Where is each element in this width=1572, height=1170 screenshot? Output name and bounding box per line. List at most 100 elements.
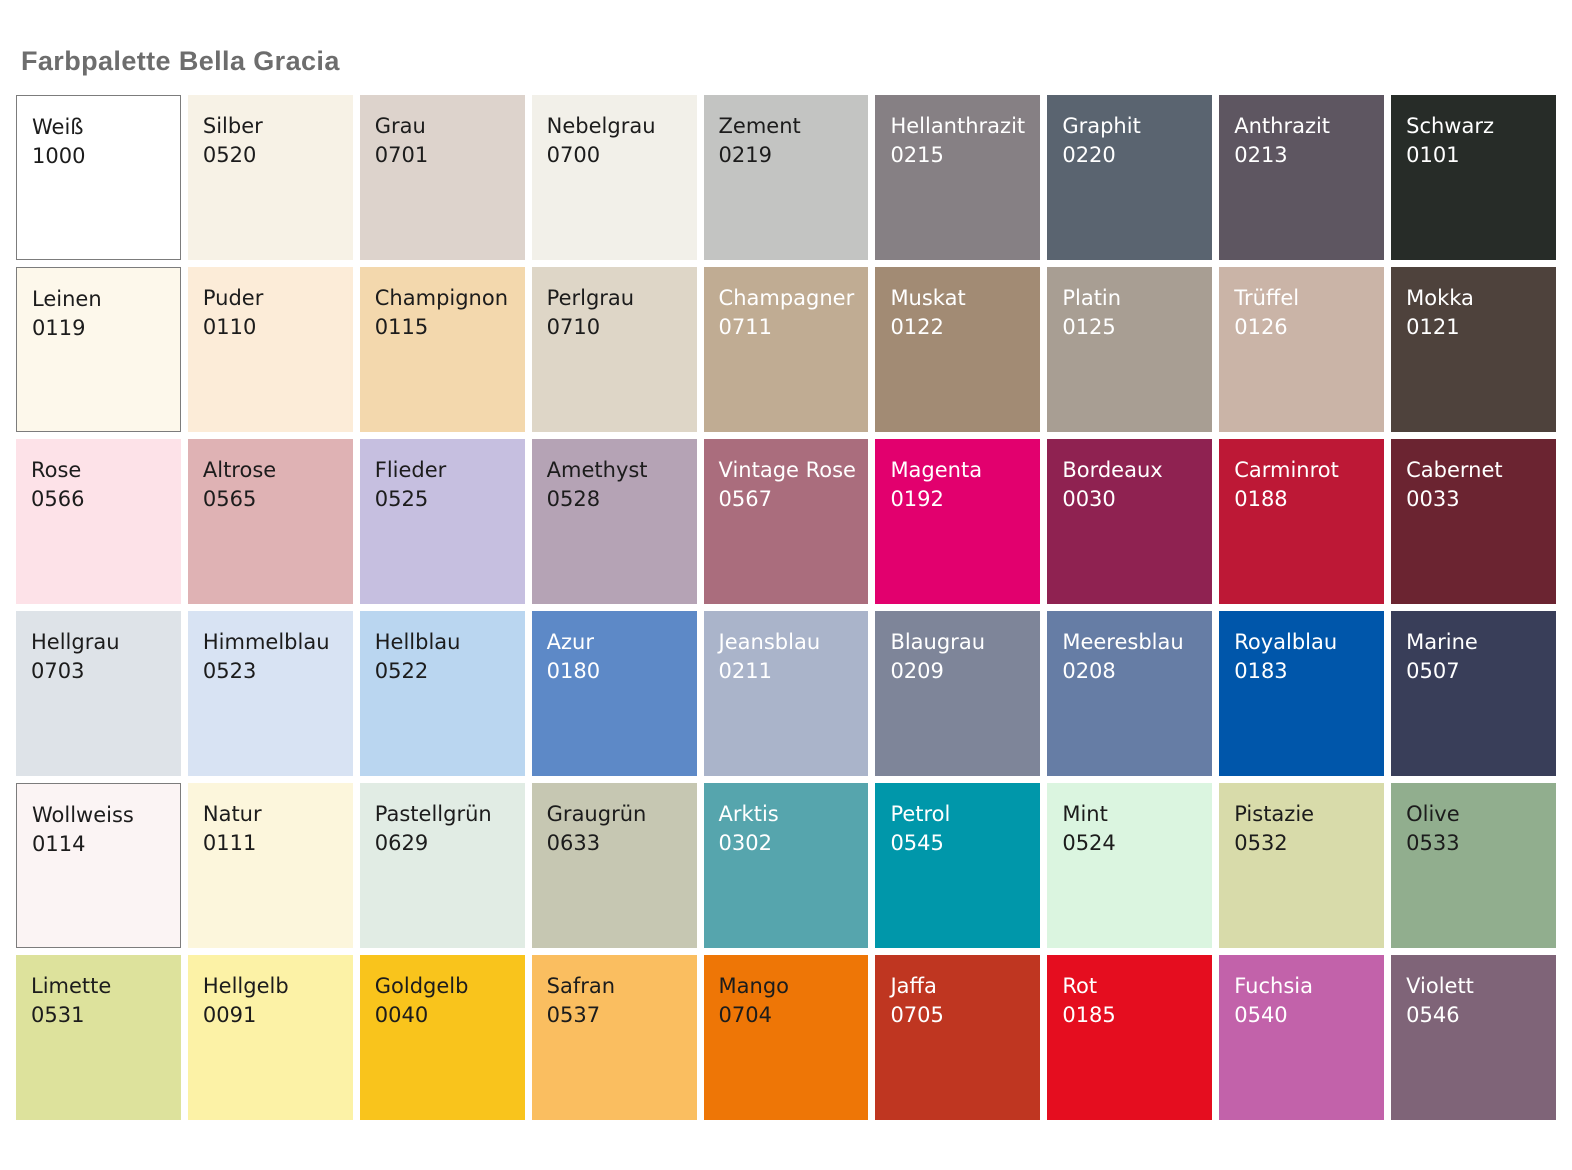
swatch-code: 0545 (890, 831, 944, 855)
swatch-code: 0705 (890, 1003, 944, 1027)
color-swatch: Pastellgrün 0629 (359, 783, 525, 948)
swatch-name: Limette (31, 974, 112, 998)
swatch-name: Zement (718, 114, 801, 138)
color-swatch: Natur 0111 (187, 783, 353, 948)
swatch-code: 0208 (1062, 659, 1116, 683)
swatch-name: Champagner (718, 286, 855, 310)
color-swatch: Puder 0110 (187, 267, 353, 432)
color-swatch: Goldgelb 0040 (359, 955, 525, 1120)
swatch-code: 0540 (1234, 1003, 1288, 1027)
swatch-name: Marine (1406, 630, 1478, 654)
color-swatch: Muskat 0122 (875, 267, 1041, 432)
swatch-name: Magenta (890, 458, 983, 482)
swatch-name: Safran (546, 974, 616, 998)
color-swatch: Azur 0180 (531, 611, 697, 776)
color-swatch: Hellgelb 0091 (187, 955, 353, 1120)
swatch-code: 0180 (546, 659, 601, 683)
color-swatch: Limette 0531 (16, 955, 181, 1120)
swatch-code: 0522 (374, 659, 429, 683)
swatch-name: Platin (1062, 286, 1122, 310)
swatch-name: Muskat (890, 286, 966, 310)
color-swatch: Platin 0125 (1047, 267, 1213, 432)
color-swatch: Mango 0704 (703, 955, 869, 1120)
swatch-code: 0030 (1062, 487, 1116, 511)
color-swatch: Schwarz 0101 (1391, 95, 1556, 260)
swatch-code: 0220 (1062, 143, 1116, 167)
swatch-code: 0209 (890, 659, 944, 683)
swatch-code: 0537 (546, 1003, 601, 1027)
swatch-name: Pistazie (1234, 802, 1315, 826)
palette-grid: Weiß 1000 Silber 0520 Grau 0701 Nebelgrau 0700 Z… (16, 95, 1556, 1120)
color-swatch: Petrol 0545 (875, 783, 1041, 948)
color-swatch: Weiß 1000 (16, 95, 181, 260)
swatch-name: Anthrazit (1234, 114, 1331, 138)
swatch-name: Hellgrau (31, 630, 120, 654)
page-title: Farbpalette Bella Gracia (21, 46, 340, 77)
swatch-code: 0188 (1234, 487, 1288, 511)
color-swatch: Marine 0507 (1391, 611, 1556, 776)
swatch-code: 0523 (202, 659, 257, 683)
color-swatch: Leinen 0119 (16, 267, 181, 432)
swatch-name: Champignon (374, 286, 509, 310)
swatch-code: 0111 (202, 831, 257, 855)
color-swatch: Champignon 0115 (359, 267, 525, 432)
swatch-code: 0121 (1406, 315, 1460, 339)
swatch-code: 0701 (374, 143, 429, 167)
color-swatch: Arktis 0302 (703, 783, 869, 948)
swatch-name: Violett (1406, 974, 1474, 998)
swatch-code: 0122 (890, 315, 944, 339)
swatch-name: Amethyst (546, 458, 648, 482)
color-swatch: Jaffa 0705 (875, 955, 1041, 1120)
color-swatch: Bordeaux 0030 (1047, 439, 1213, 604)
color-swatch: Carminrot 0188 (1219, 439, 1385, 604)
swatch-name: Graphit (1062, 114, 1141, 138)
swatch-code: 0302 (718, 831, 772, 855)
swatch-code: 0703 (31, 659, 85, 683)
color-swatch: Perlgrau 0710 (531, 267, 697, 432)
swatch-code: 0520 (202, 143, 257, 167)
color-swatch: Pistazie 0532 (1219, 783, 1385, 948)
swatch-name: Hellgelb (202, 974, 289, 998)
color-swatch: Magenta 0192 (875, 439, 1041, 604)
swatch-code: 0711 (718, 315, 772, 339)
swatch-name: Natur (202, 802, 262, 826)
swatch-name: Carminrot (1234, 458, 1339, 482)
swatch-name: Weiß (32, 115, 84, 139)
swatch-name: Altrose (202, 458, 277, 482)
color-swatch: Hellblau 0522 (359, 611, 525, 776)
swatch-code: 0119 (32, 316, 86, 340)
color-swatch: Vintage Rose 0567 (703, 439, 869, 604)
color-swatch: Wollweiss 0114 (16, 783, 181, 948)
swatch-name: Himmelblau (202, 630, 330, 654)
swatch-code: 0192 (890, 487, 944, 511)
color-swatch: Graphit 0220 (1047, 95, 1213, 260)
swatch-code: 0710 (546, 315, 601, 339)
swatch-code: 0183 (1234, 659, 1288, 683)
swatch-name: Rot (1062, 974, 1098, 998)
swatch-name: Grau (374, 114, 426, 138)
swatch-name: Mokka (1406, 286, 1474, 310)
color-swatch: Himmelblau 0523 (187, 611, 353, 776)
swatch-name: Fuchsia (1234, 974, 1313, 998)
swatch-code: 0213 (1234, 143, 1288, 167)
swatch-code: 0704 (718, 1003, 772, 1027)
swatch-name: Flieder (374, 458, 447, 482)
swatch-name: Perlgrau (546, 286, 635, 310)
swatch-code: 0115 (374, 315, 429, 339)
swatch-name: Petrol (890, 802, 951, 826)
color-swatch: Cabernet 0033 (1391, 439, 1556, 604)
swatch-name: Blaugrau (890, 630, 985, 654)
color-swatch: Violett 0546 (1391, 955, 1556, 1120)
swatch-code: 0531 (31, 1003, 85, 1027)
swatch-name: Rose (31, 458, 82, 482)
swatch-code: 0507 (1406, 659, 1460, 683)
swatch-code: 0110 (202, 315, 257, 339)
swatch-name: Silber (202, 114, 263, 138)
swatch-name: Hellanthrazit (890, 114, 1026, 138)
swatch-code: 0546 (1406, 1003, 1460, 1027)
swatch-name: Bordeaux (1062, 458, 1163, 482)
swatch-name: Nebelgrau (546, 114, 656, 138)
swatch-code: 0567 (718, 487, 772, 511)
swatch-code: 0185 (1062, 1003, 1116, 1027)
color-swatch: Champagner 0711 (703, 267, 869, 432)
